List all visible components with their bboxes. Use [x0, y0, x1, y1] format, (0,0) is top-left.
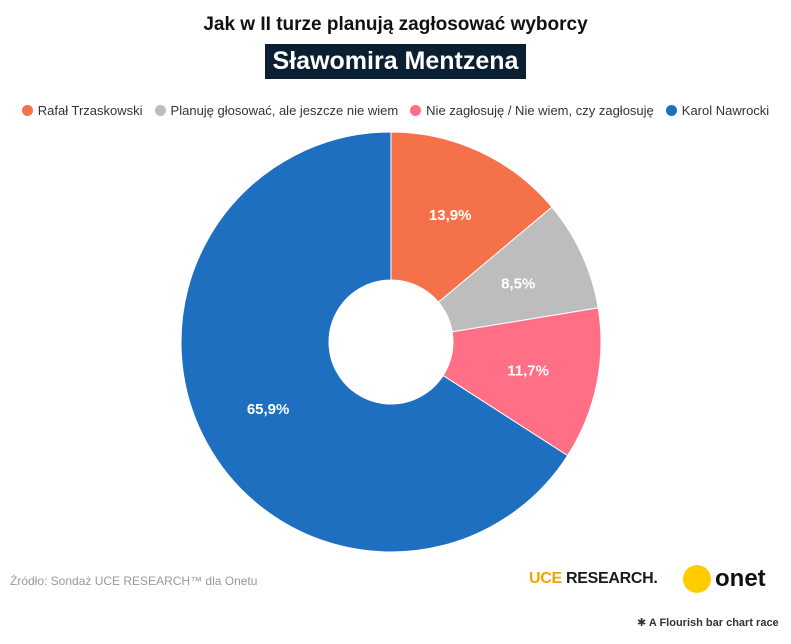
legend-item[interactable]: Rafał Trzaskowski [21, 103, 143, 118]
slice-value-label: 13,9% [429, 207, 472, 224]
donut-slice[interactable] [180, 131, 569, 553]
legend-label: Rafał Trzaskowski [37, 103, 143, 118]
onet-logo-text: onet [715, 565, 766, 592]
legend-swatch [21, 105, 33, 116]
legend-item[interactable]: Nie zagłosuję / Nie wiem, czy zagłosuję [410, 103, 654, 118]
source-note: Źródło: Sondaż UCE RESEARCH™ dla Onetu [10, 574, 258, 588]
slice-value-label: 65,9% [247, 401, 290, 418]
onet-circle-icon [683, 565, 711, 593]
legend-label: Nie zagłosuję / Nie wiem, czy zagłosuję [426, 103, 654, 118]
uce-logo-part1: UCE [529, 570, 567, 587]
legend-swatch [410, 105, 422, 116]
subtitle-wrap: Sławomira Mentzena [0, 44, 791, 79]
legend-swatch [665, 105, 677, 116]
flourish-credit-text: A Flourish bar chart race [648, 617, 779, 629]
chart-subtitle: Sławomira Mentzena [264, 44, 527, 79]
uce-logo-part2: RESEARCH. [566, 570, 658, 587]
onet-logo: onet [683, 565, 766, 593]
slice-value-label: 11,7% [507, 362, 549, 379]
legend: Rafał Trzaskowski Planuję głosować, ale j… [0, 103, 791, 118]
slice-value-label: 8,5% [501, 276, 535, 293]
flourish-credit[interactable]: ✱ A Flourish bar chart race [637, 617, 779, 629]
chart-title: Jak w II turze planują zagłosować wyborc… [203, 14, 588, 35]
donut-slice[interactable] [390, 131, 553, 303]
legend-label: Karol Nawrocki [681, 103, 770, 118]
uce-research-logo: UCE RESEARCH. [529, 570, 658, 588]
legend-item[interactable]: Planuję głosować, ale jeszcze nie wiem [154, 103, 399, 118]
legend-item[interactable]: Karol Nawrocki [665, 103, 770, 118]
legend-label: Planuję głosować, ale jeszcze nie wiem [170, 103, 399, 118]
donut-slice[interactable] [442, 307, 602, 457]
legend-swatch [154, 105, 166, 116]
